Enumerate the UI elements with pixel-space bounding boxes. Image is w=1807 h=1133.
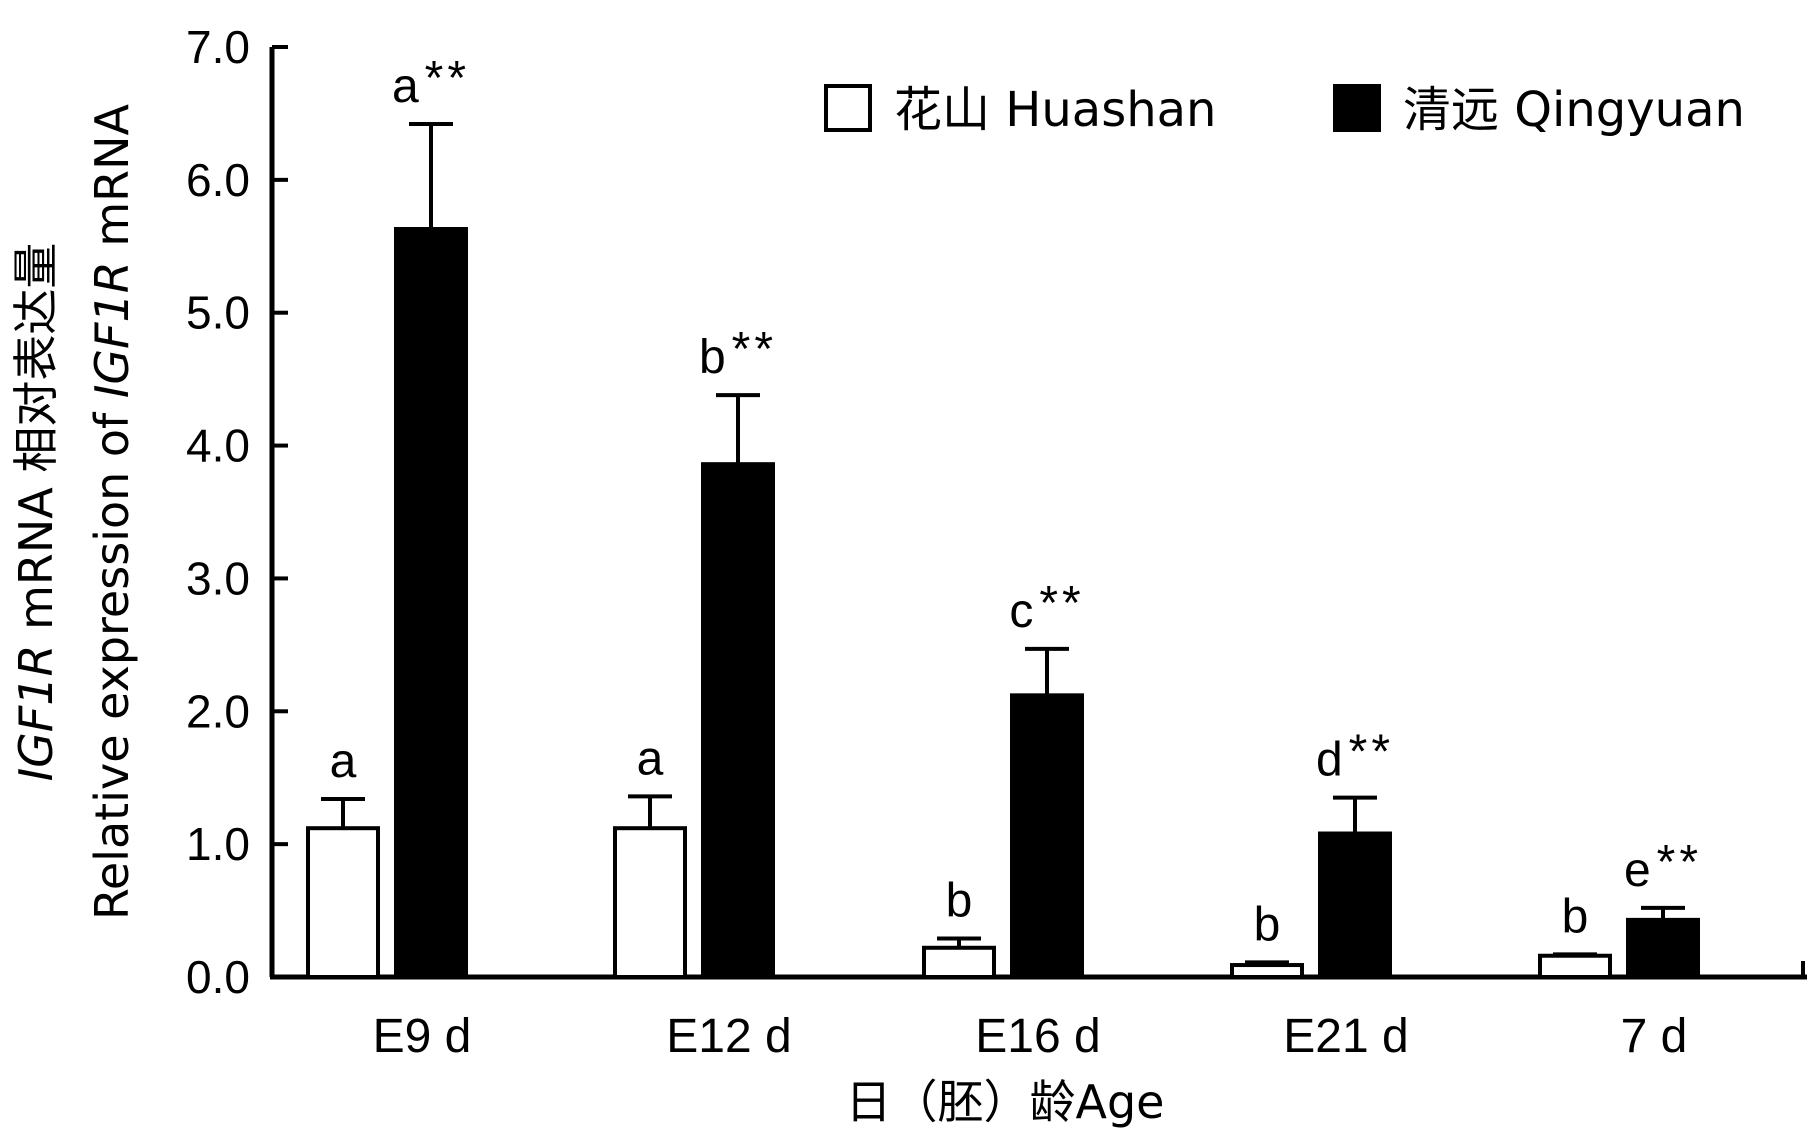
legend-label: 花山 Huashan <box>894 82 1216 138</box>
x-tick-label: E9 d <box>373 1010 472 1063</box>
data-label: b <box>1562 890 1589 943</box>
y-axis-title-line1: IGF1R mRNA 相对表达量 <box>9 243 63 782</box>
y-tick-label: 3.0 <box>186 552 250 604</box>
x-tick-label: E16 d <box>975 1010 1100 1063</box>
data-label: a <box>330 735 357 788</box>
data-label: a <box>637 732 664 785</box>
x-axis-title: 日（胚）龄Age <box>846 1075 1165 1129</box>
y-tick-label: 2.0 <box>186 685 250 737</box>
x-tick-label: 7 d <box>1621 1010 1688 1063</box>
legend-swatch <box>824 84 872 132</box>
bar <box>394 227 468 979</box>
data-label: b ** <box>699 323 777 384</box>
bar <box>1230 963 1304 979</box>
bar <box>1538 953 1612 980</box>
data-label: b <box>1254 898 1281 951</box>
x-tick-label: E12 d <box>666 1010 791 1063</box>
data-label: a ** <box>392 52 470 113</box>
data-label: d ** <box>1316 726 1394 787</box>
bar <box>701 462 775 979</box>
y-tick-label: 4.0 <box>186 420 250 472</box>
y-axis-title-line2: Relative expression of IGF1R mRNA <box>85 103 139 920</box>
y-tick-label: 0.0 <box>186 951 250 1003</box>
data-label: c ** <box>1009 577 1084 638</box>
y-tick-label: 5.0 <box>186 287 250 339</box>
x-tick-label: E21 d <box>1283 1010 1408 1063</box>
legend-label: 清远 Qingyuan <box>1403 82 1745 138</box>
bar <box>1318 831 1392 979</box>
bars-layer <box>306 122 1700 980</box>
bar <box>1010 693 1084 979</box>
y-tick-label: 1.0 <box>186 818 250 870</box>
bar <box>1626 917 1700 979</box>
y-tick-label: 6.0 <box>186 154 250 206</box>
bar <box>306 826 380 980</box>
data-label: b <box>946 874 973 927</box>
legend: 花山 Huashan 清远 Qingyuan <box>824 82 1745 138</box>
labels-layer: 0.0 1.0 2.0 3.0 4.0 5.0 6.0 7.0 IGF1R mRNA 相对表达量… <box>9 21 1702 1063</box>
data-label: e ** <box>1624 836 1702 897</box>
y-tick-label: 7.0 <box>186 21 250 73</box>
legend-swatch <box>1333 84 1381 132</box>
bar <box>613 826 687 980</box>
bar <box>922 945 996 979</box>
